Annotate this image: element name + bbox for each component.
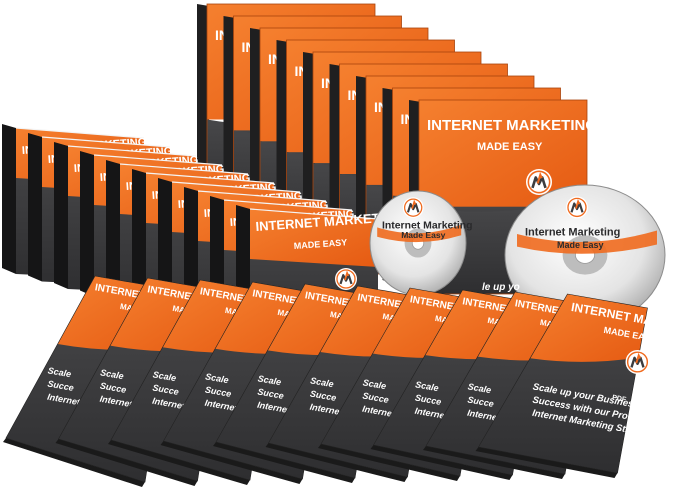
report-tagline-line: Scale: [415, 379, 440, 393]
report-tagline-line: Succe: [309, 388, 337, 402]
logo-icon: [335, 268, 357, 290]
report-tagline-line: Succe: [414, 392, 442, 406]
dvd-title: INTERNET MARKETING: [427, 117, 597, 134]
logo-icon: [526, 169, 552, 195]
dvd-subtitle: MADE EASY: [477, 141, 543, 153]
report-tagline-line: Succe: [257, 386, 285, 400]
disc-subtitle: Made Easy: [401, 230, 445, 240]
report-tagline-line: Succe: [47, 378, 75, 392]
report-tagline-line: Scale: [205, 371, 230, 385]
report-tagline-line: Succe: [467, 394, 495, 408]
logo-icon: [402, 197, 424, 219]
disc-subtitle: Made Easy: [557, 240, 604, 250]
report-tagline-line: Scale: [467, 381, 492, 395]
cd-subtitle: MADE EASY: [293, 237, 347, 251]
disc-tagline-fragment: le up yo: [482, 282, 520, 293]
report-tagline-line: Scale: [310, 375, 335, 389]
report-tagline-line: Scale: [362, 377, 387, 391]
report-tagline-line: Succe: [152, 382, 180, 396]
report-tagline-line: Scale: [152, 369, 177, 383]
report-tagline-line: Succe: [204, 384, 232, 398]
report-tagline-line: Scale: [47, 365, 72, 379]
disc-title: Internet Marketing: [525, 226, 620, 238]
report-tagline-line: Succe: [99, 380, 127, 394]
disc-title: Internet Marketing: [382, 220, 472, 231]
logo-icon: [566, 196, 588, 219]
report-tagline-line: Scale: [257, 373, 282, 387]
cd-disc: Internet Marketing Made Easy: [504, 184, 666, 326]
report-tagline-line: Succe: [362, 390, 390, 404]
logo-icon: [625, 350, 650, 374]
report-tagline-line: Scale: [100, 367, 125, 381]
format-badge: PDF: [612, 394, 628, 403]
